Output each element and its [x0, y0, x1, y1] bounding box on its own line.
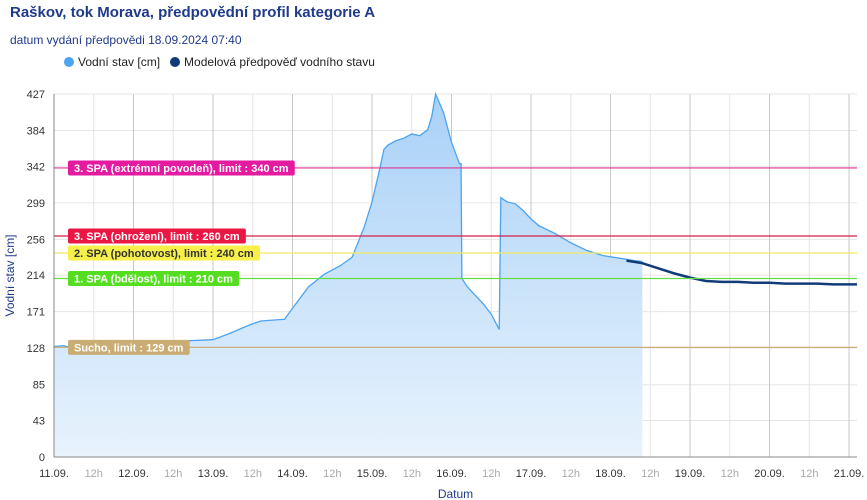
forecast-series-line[interactable] [626, 259, 857, 286]
limit-label-box [68, 228, 246, 244]
observed-area-fill [54, 94, 643, 457]
x-axis-title: Datum [438, 487, 473, 500]
x-tick-label: 11.09. [39, 468, 69, 480]
y-tick-label: 299 [27, 198, 45, 210]
x-tick-label: 12h [323, 468, 341, 480]
legend: Vodní stav [cm] Modelová předpověď vodní… [64, 55, 375, 69]
limit-label-box [68, 339, 190, 355]
limit-label: 3. SPA (extrémní povodeň), limit : 340 c… [74, 163, 289, 175]
x-tick-label: 12h [641, 468, 659, 480]
x-tick-label: 20.09. [754, 468, 785, 480]
x-tick-label: 12h [164, 468, 182, 480]
limit-label: Sucho, limit : 129 cm [74, 342, 184, 354]
x-tick-label: 19.09. [675, 468, 706, 480]
y-tick-label: 85 [33, 380, 45, 392]
x-tick-label: 16.09. [436, 468, 467, 480]
legend-marker-forecast [170, 57, 181, 67]
legend-item-water-level[interactable]: Vodní stav [cm] [64, 55, 160, 69]
legend-marker-water-level [64, 57, 74, 67]
x-tick-label: 17.09. [516, 468, 547, 480]
legend-item-forecast[interactable]: Modelová předpověď vodního stavu [170, 55, 375, 69]
x-tick-label: 12h [562, 468, 580, 480]
legend-label-forecast: Modelová předpověď vodního stavu [184, 55, 375, 69]
y-tick-label: 384 [27, 126, 45, 138]
x-tick-label: 12h [482, 468, 500, 480]
x-tick-label: 12h [85, 468, 103, 480]
x-tick-label: 13.09. [198, 468, 229, 480]
limit-label: 1. SPA (bdělost), limit : 210 cm [74, 273, 233, 285]
y-tick-label: 171 [27, 307, 45, 319]
x-tick-label: 18.09. [595, 468, 626, 480]
limit-label-box [68, 160, 295, 176]
x-tick-label: 15.09. [357, 468, 388, 480]
x-tick-label: 12h [721, 468, 739, 480]
y-tick-label: 342 [27, 161, 45, 173]
y-tick-label: 43 [33, 415, 45, 427]
y-tick-label: 128 [27, 343, 45, 355]
x-tick-label: 12.09. [118, 468, 149, 480]
x-tick-label: 12h [800, 468, 818, 480]
x-tick-label: 12h [244, 468, 262, 480]
limit-label-box [68, 245, 260, 261]
limit-label: 3. SPA (ohrožení), limit : 260 cm [74, 231, 240, 243]
y-tick-label: 0 [39, 452, 45, 464]
y-axis-title: Vodní stav [cm] [3, 234, 17, 316]
y-tick-label: 214 [27, 270, 45, 282]
x-tick-label: 12h [403, 468, 421, 480]
chart-title: Raškov, tok Morava, předpovědní profil k… [10, 4, 376, 21]
y-tick-label: 427 [27, 89, 45, 101]
observed-series-line[interactable] [53, 91, 643, 348]
x-tick-label: 14.09. [277, 468, 308, 480]
y-tick-label: 256 [27, 234, 45, 246]
limit-label: 2. SPA (pohotovost), limit : 240 cm [74, 248, 254, 260]
limit-label-box [68, 270, 240, 286]
legend-label-water-level: Vodní stav [cm] [78, 55, 161, 69]
chart-subtitle: datum vydání předpovědi 18.09.2024 07:40 [10, 33, 242, 47]
x-tick-label: 21.09. [834, 468, 865, 480]
